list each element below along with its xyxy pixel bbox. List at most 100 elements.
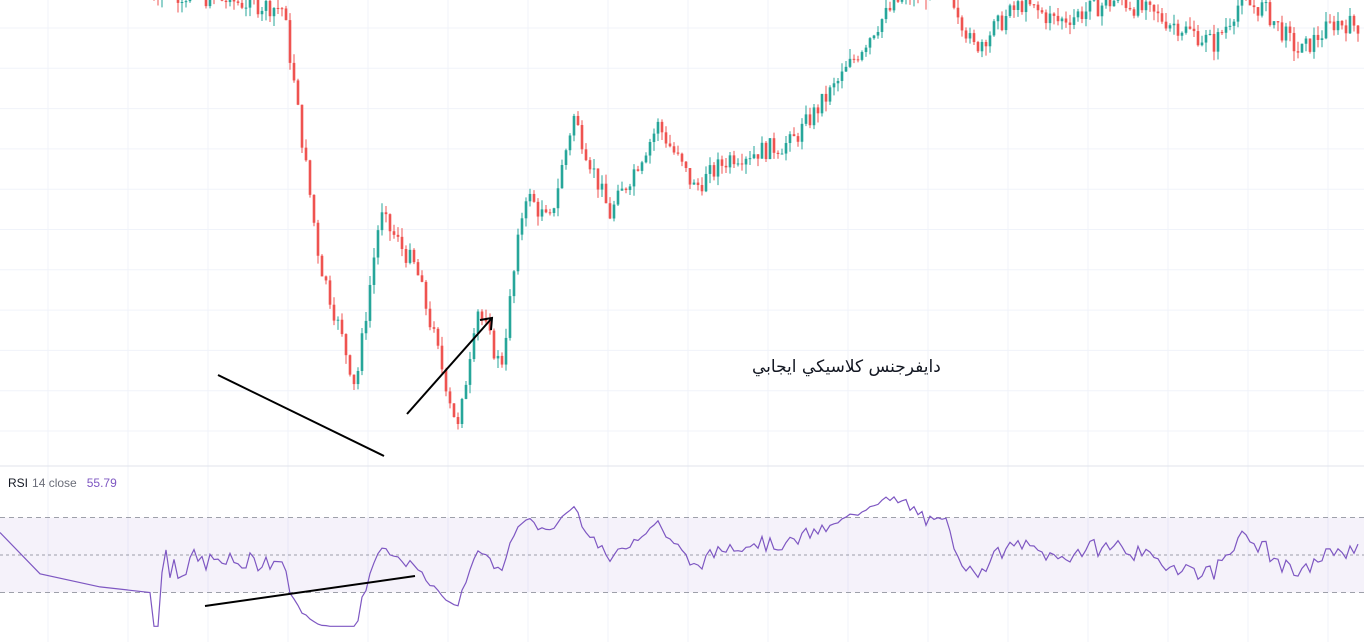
candle-body (1220, 32, 1224, 34)
candle-body (1032, 4, 1036, 6)
candle-body (684, 161, 688, 169)
candle-body (760, 142, 764, 159)
candle-body (1160, 13, 1164, 22)
candle-body (604, 183, 608, 204)
candle-body (1240, 0, 1244, 6)
candle-body (1348, 15, 1352, 34)
candle-body (576, 115, 580, 126)
price-support-trendline[interactable] (217, 374, 385, 457)
candle-body (1260, 2, 1264, 16)
candle-body (272, 7, 276, 17)
candle-body (288, 20, 292, 63)
candle-body (976, 42, 980, 52)
candle-body (1060, 18, 1064, 22)
candle-body (264, 0, 268, 11)
candle-body (1196, 31, 1200, 46)
candle-body (1256, 7, 1260, 16)
candle-body (1008, 5, 1012, 17)
candle-body (888, 7, 892, 11)
rsi-value: 55.79 (86, 476, 117, 490)
candle-body (436, 328, 440, 346)
candle-body (1312, 34, 1316, 52)
candle-body (548, 212, 552, 214)
candle-body (640, 162, 644, 171)
candle-body (712, 165, 716, 177)
candle-body (516, 234, 520, 272)
candle-body (1340, 20, 1344, 26)
candle-body (996, 15, 1000, 22)
divergence-annotation: دايفرجنس كلاسيكي ايجابي (752, 357, 941, 377)
up-right-arrow[interactable] (406, 316, 494, 415)
candle-body (1092, 0, 1096, 1)
candle-body (1168, 25, 1172, 29)
candle-body (1356, 25, 1360, 34)
candle-body (672, 146, 676, 153)
candle-body (504, 337, 508, 365)
candle-body (804, 114, 808, 124)
candle-body (1048, 13, 1052, 24)
candle-body (344, 334, 348, 356)
candle-body (440, 345, 444, 370)
candle-body (1056, 15, 1060, 22)
candle-body (1212, 33, 1216, 52)
candle-body (892, 0, 896, 11)
candle-body (400, 236, 404, 250)
candle-body (1300, 43, 1304, 53)
candle-body (208, 0, 212, 7)
candle-body (1088, 0, 1092, 12)
candle-body (772, 138, 776, 153)
candle-body (180, 2, 184, 4)
candle-body (732, 155, 736, 165)
candle-body (1272, 21, 1276, 26)
rsi-support-trendline[interactable] (204, 575, 416, 607)
candle-body (1316, 34, 1320, 40)
candle-body (708, 165, 712, 174)
candle-body (524, 201, 528, 219)
candle-body (380, 212, 384, 231)
candle-body (808, 114, 812, 126)
candle-body (240, 2, 244, 8)
candle-body (1264, 2, 1268, 4)
candle-body (428, 308, 432, 328)
candle-body (528, 193, 532, 202)
candle-body (220, 0, 224, 1)
candle-body (260, 10, 264, 15)
candle-body (628, 186, 632, 191)
candle-body (556, 188, 560, 209)
candle-body (1156, 11, 1160, 14)
candle-body (308, 160, 312, 195)
candle-body (1164, 21, 1168, 29)
candle-body (704, 173, 708, 192)
candle-body (1148, 1, 1152, 5)
candle-body (744, 158, 748, 165)
candle-body (1208, 33, 1212, 35)
candle-body (832, 83, 836, 88)
rsi-legend[interactable]: RSI 14 close 55.79 (8, 476, 121, 490)
candle-body (1188, 26, 1192, 29)
candle-body (968, 33, 972, 39)
candle-body (412, 249, 416, 263)
candle-body (416, 262, 420, 276)
candle-body (736, 163, 740, 165)
candle-body (1136, 0, 1140, 16)
candle-body (488, 321, 492, 331)
candle-body (536, 201, 540, 217)
candle-body (864, 47, 868, 53)
candle-body (788, 134, 792, 144)
candle-body (1224, 26, 1228, 33)
candle-body (1100, 5, 1104, 17)
candle-body (860, 52, 864, 60)
candle-body (560, 165, 564, 189)
candle-body (1232, 21, 1236, 26)
candle-body (828, 87, 832, 102)
candle-body (588, 160, 592, 170)
candle-body (688, 168, 692, 185)
candle-body (432, 327, 436, 329)
candle-body (1112, 0, 1116, 7)
candle-body (356, 370, 360, 385)
candle-body (1116, 0, 1120, 1)
candle-body (844, 66, 848, 72)
candle-body (1328, 21, 1332, 23)
rsi-name: RSI (8, 476, 29, 490)
